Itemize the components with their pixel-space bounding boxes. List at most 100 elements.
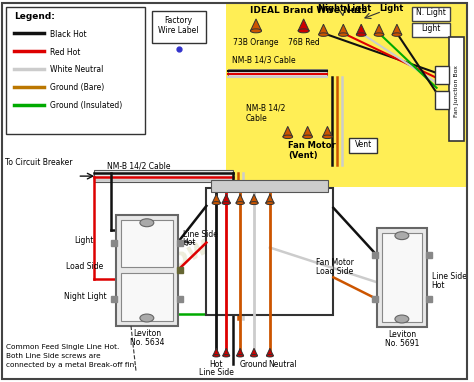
Text: Both Line Side screws are: Both Line Side screws are: [6, 353, 100, 359]
Text: connected by a metal Break-off fin.: connected by a metal Break-off fin.: [6, 362, 137, 367]
Ellipse shape: [237, 354, 244, 357]
Ellipse shape: [395, 232, 409, 240]
Polygon shape: [338, 24, 348, 35]
Ellipse shape: [212, 202, 220, 205]
Text: Line Side: Line Side: [432, 272, 466, 281]
Polygon shape: [236, 194, 244, 203]
Text: Ground (Insulated): Ground (Insulated): [50, 101, 122, 110]
Text: NM-B 14/2 Cable: NM-B 14/2 Cable: [107, 161, 171, 170]
Text: Legend:: Legend:: [14, 12, 55, 21]
Text: Line Side: Line Side: [199, 367, 234, 377]
Bar: [116, 215, 178, 326]
Text: Light: Light: [379, 5, 403, 13]
Ellipse shape: [338, 33, 348, 36]
Text: Hot: Hot: [210, 359, 223, 369]
Polygon shape: [212, 194, 220, 203]
Text: To Circuit Breaker: To Circuit Breaker: [5, 158, 73, 167]
Text: Leviton: Leviton: [388, 330, 416, 339]
Text: Night Light: Night Light: [64, 292, 107, 301]
Text: Hot: Hot: [432, 281, 445, 290]
Text: Leviton: Leviton: [133, 329, 161, 338]
Bar: [206, 188, 333, 315]
Polygon shape: [374, 24, 384, 35]
Text: Fan Motor: Fan Motor: [316, 258, 354, 267]
Polygon shape: [323, 126, 332, 137]
Text: IDEAL Brand Wire Nuts: IDEAL Brand Wire Nuts: [250, 6, 367, 15]
Text: Light: Light: [421, 24, 440, 33]
Text: Night Light: Night Light: [318, 5, 371, 13]
Ellipse shape: [250, 202, 258, 205]
Ellipse shape: [374, 33, 384, 36]
Ellipse shape: [222, 202, 230, 205]
Text: Line Side: Line Side: [182, 230, 218, 239]
Bar: [349, 138, 377, 153]
Bar: [121, 274, 173, 321]
Text: (Vent): (Vent): [288, 151, 318, 160]
Ellipse shape: [140, 314, 154, 322]
Text: Factory: Factory: [164, 16, 192, 25]
Bar: [94, 170, 233, 182]
Bar: [382, 233, 422, 322]
Text: Wire Label: Wire Label: [158, 26, 199, 35]
Ellipse shape: [303, 135, 312, 139]
Ellipse shape: [140, 219, 154, 227]
Text: Vent: Vent: [355, 140, 372, 149]
Ellipse shape: [323, 135, 332, 139]
Bar: [152, 11, 206, 43]
Ellipse shape: [266, 202, 274, 205]
Text: Light: Light: [74, 236, 94, 244]
Text: Black Hot: Black Hot: [50, 30, 86, 39]
Ellipse shape: [223, 354, 230, 357]
Ellipse shape: [251, 354, 257, 357]
Bar: [228, 69, 328, 77]
Polygon shape: [266, 348, 273, 356]
Text: Load Side: Load Side: [66, 262, 104, 271]
Text: No. 5634: No. 5634: [129, 338, 164, 347]
Polygon shape: [392, 24, 402, 35]
Ellipse shape: [319, 33, 328, 36]
Text: N. Light: N. Light: [416, 8, 446, 17]
Bar: [121, 220, 173, 267]
Polygon shape: [266, 194, 274, 203]
Text: Hot: Hot: [182, 238, 196, 247]
Polygon shape: [237, 348, 244, 356]
Ellipse shape: [356, 33, 366, 36]
Text: White Neutral: White Neutral: [50, 65, 103, 74]
Bar: [6, 7, 145, 134]
Ellipse shape: [250, 29, 262, 33]
Bar: [435, 66, 448, 84]
Bar: [412, 7, 449, 21]
Polygon shape: [251, 348, 257, 356]
Polygon shape: [298, 19, 309, 31]
Text: No. 5691: No. 5691: [385, 339, 419, 348]
Polygon shape: [250, 19, 262, 31]
Text: Red Hot: Red Hot: [50, 48, 80, 57]
Polygon shape: [250, 194, 258, 203]
Text: NM-B 14/3 Cable: NM-B 14/3 Cable: [232, 56, 296, 65]
Bar: [435, 91, 448, 108]
Ellipse shape: [283, 135, 292, 139]
Text: 73B Orange: 73B Orange: [233, 38, 279, 47]
Ellipse shape: [266, 354, 273, 357]
Bar: [412, 23, 449, 37]
Text: Ground (Bare): Ground (Bare): [50, 83, 104, 92]
Polygon shape: [319, 24, 328, 35]
Polygon shape: [223, 348, 230, 356]
Polygon shape: [283, 126, 292, 137]
Ellipse shape: [392, 33, 402, 36]
Bar: [448, 37, 465, 141]
Polygon shape: [303, 126, 312, 137]
Text: Load Side: Load Side: [316, 267, 353, 276]
Text: Common Feed Single Line Hot.: Common Feed Single Line Hot.: [6, 344, 119, 350]
Text: Neutral: Neutral: [268, 359, 297, 369]
Text: © How...: © How...: [119, 221, 238, 299]
Ellipse shape: [213, 354, 220, 357]
Text: Ground: Ground: [240, 359, 268, 369]
Text: NM-B 14/2: NM-B 14/2: [246, 104, 285, 113]
Polygon shape: [213, 348, 220, 356]
Ellipse shape: [395, 315, 409, 323]
Polygon shape: [222, 194, 230, 203]
Bar: [377, 228, 427, 327]
Bar: [211, 180, 328, 192]
Text: Cable: Cable: [246, 113, 268, 123]
